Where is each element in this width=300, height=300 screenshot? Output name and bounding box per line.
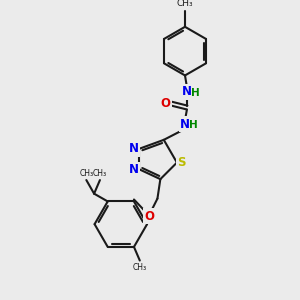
- Text: O: O: [145, 210, 155, 223]
- Text: CH₃: CH₃: [133, 263, 147, 272]
- Text: CH₃: CH₃: [79, 169, 93, 178]
- Text: N: N: [129, 163, 139, 176]
- Text: N: N: [182, 85, 192, 98]
- Text: H: H: [189, 120, 198, 130]
- Text: CH₃: CH₃: [177, 0, 193, 8]
- Text: S: S: [178, 156, 186, 169]
- Text: H: H: [191, 88, 200, 98]
- Text: O: O: [160, 97, 171, 110]
- Text: N: N: [129, 142, 139, 155]
- Text: N: N: [180, 118, 190, 130]
- Text: CH₃: CH₃: [93, 169, 107, 178]
